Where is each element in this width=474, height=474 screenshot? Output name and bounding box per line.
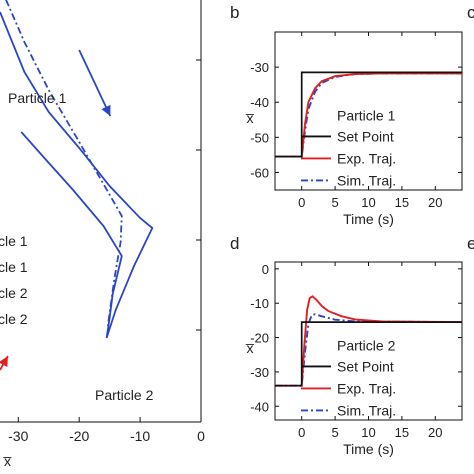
panel-b-series-set-point <box>275 71 462 158</box>
panel-a-x-label: x̅ <box>2 453 12 469</box>
panel-d-x-tick-label-0: 0 <box>298 425 305 440</box>
panel-b-series-exp-traj <box>275 72 462 158</box>
panel-b-x-tick-label-4: 20 <box>428 195 442 210</box>
panel-d-title: Particle 2 <box>337 337 396 353</box>
panel-a-x-tick-label-2: -10 <box>130 428 150 444</box>
panel-a: -30 -20 -10 0 Particle 1 Particle 2 cle 1 c… <box>0 0 205 469</box>
panel-b-legend-label-1: Exp. Traj. <box>337 150 396 166</box>
panel-d-y-tick-label-3: -30 <box>250 365 269 380</box>
panel-d-series-exp-traj <box>275 295 463 387</box>
panel-label-d: d <box>230 234 239 253</box>
panel-d: 0 5 10 15 20 0 -10 -20 -30 -40 Time (s) x̅ Particle … <box>245 261 463 457</box>
panel-a-legend-fragment-3: cle 2 <box>0 285 28 301</box>
panel-d-x-tick-label-4: 20 <box>428 425 442 440</box>
panel-b-x-label: Time (s) <box>343 211 394 227</box>
panel-d-x-label: Time (s) <box>343 441 394 457</box>
panel-b-legend-label-2: Sim. Traj. <box>337 172 396 188</box>
panel-a-annotation-particle-1: Particle 1 <box>8 90 67 106</box>
panel-b-y-tick-label-0: -30 <box>250 60 269 75</box>
panel-a-legend-fragment-2: cle 1 <box>0 259 28 275</box>
panel-label-c: c <box>467 3 474 22</box>
panel-a-x-tick-label-1: -20 <box>69 428 89 444</box>
panel-b: 0 5 10 15 20 -30 -40 -50 -60 Time (s) x̅ Particle 1… <box>245 31 463 227</box>
panel-d-y-tick-label-0: 0 <box>262 262 269 277</box>
panel-d-y-tick-label-1: -10 <box>250 296 269 311</box>
panel-label-e: e <box>467 234 474 253</box>
panel-b-x-tick-label-1: 5 <box>331 195 338 210</box>
panel-a-arrow-shaft-2 <box>78 49 112 117</box>
panel-label-b: b <box>230 3 239 22</box>
panel-d-x-tick-label-3: 15 <box>395 425 409 440</box>
panel-d-legend-label-0: Set Point <box>337 358 394 374</box>
panel-b-x-tick-label-0: 0 <box>298 195 305 210</box>
panel-d-x-tick-label-2: 10 <box>361 425 375 440</box>
panel-b-x-tick-label-3: 15 <box>395 195 409 210</box>
panel-d-series-set-point <box>275 321 462 387</box>
panel-a-series-1 <box>0 11 154 339</box>
panel-d-y-tick-label-2: -20 <box>250 331 269 346</box>
panel-a-x-tick-label-3: 0 <box>197 428 205 444</box>
panel-d-legend-label-1: Exp. Traj. <box>337 380 396 396</box>
panel-a-annotation-particle-2: Particle 2 <box>95 387 154 403</box>
panel-d-y-tick-label-4: -40 <box>250 399 269 414</box>
panel-c-edge <box>470 60 474 110</box>
panel-a-legend-fragment-1: cle 1 <box>0 233 28 249</box>
panel-b-x-tick-label-2: 10 <box>361 195 375 210</box>
panel-a-arrow-head-2 <box>101 104 111 116</box>
panel-d-y-label: x̅ <box>245 340 255 356</box>
panel-b-y-label: x̅ <box>245 110 255 126</box>
panel-a-series-2 <box>5 0 123 327</box>
panel-a-legend-fragment-4: cle 2 <box>0 311 28 327</box>
panel-d-legend-label-2: Sim. Traj. <box>337 402 396 418</box>
panel-b-y-tick-label-3: -60 <box>250 165 269 180</box>
panel-b-title: Particle 1 <box>337 107 396 123</box>
panel-b-legend-label-0: Set Point <box>337 128 394 144</box>
panel-d-x-tick-label-1: 5 <box>331 425 338 440</box>
panel-b-y-tick-label-1: -40 <box>250 95 269 110</box>
panel-a-arrow-head-1 <box>0 356 8 368</box>
panel-a-x-tick-label-0: -30 <box>8 428 28 444</box>
panel-b-y-tick-label-2: -50 <box>250 130 269 145</box>
